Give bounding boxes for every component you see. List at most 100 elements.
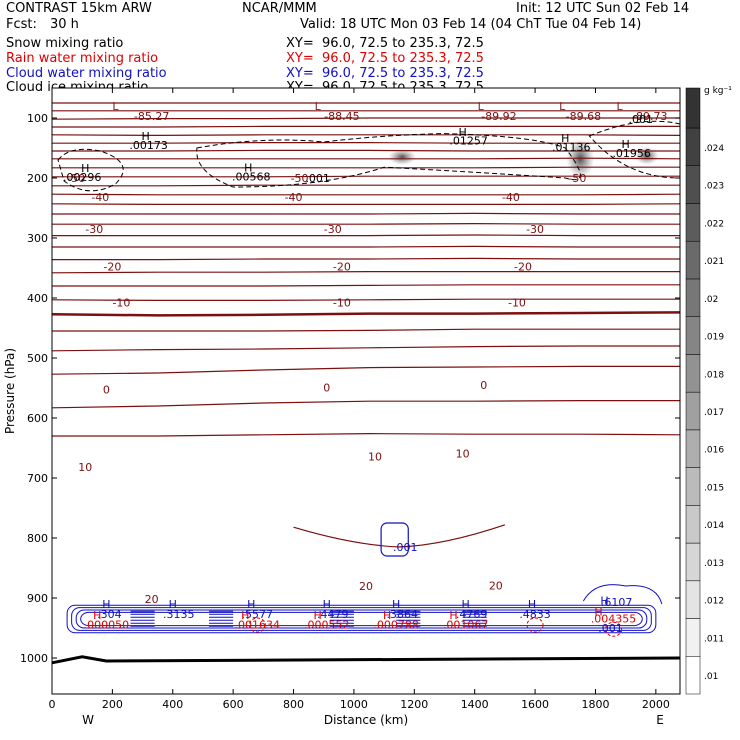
contour-label: H [461,598,469,611]
contour-label: -30 [324,223,342,236]
plot-frame [51,87,681,695]
temperature-contour [52,257,680,261]
contour-label: -40 [91,191,109,204]
colorbar-swatch [685,240,701,280]
temperature-contour [52,125,680,128]
contour-label: H [169,598,177,611]
contour-label: H [622,138,630,151]
contour-label: H [102,598,110,611]
contour-label: -50 [67,172,85,185]
y-tick-label: 200 [27,172,48,185]
colorbar-level-label: .024 [704,144,724,154]
x-end-label-west: W [82,713,94,727]
contour-label: L [617,100,624,113]
contour-label: 0 [103,383,110,396]
contour-label: H [141,130,149,143]
colorbar-swatch [685,127,701,166]
colorbar-level-label: .019 [704,333,724,343]
cloud-water-contour [75,609,648,629]
colorbar-swatch [685,580,701,619]
contour-label: H [241,609,249,622]
contour-label: .6107 [601,596,633,609]
colorbar-swatch [685,87,701,129]
temperature-contour [51,311,681,317]
contour-label: .01257 [449,134,488,147]
temperature-contour [51,400,680,409]
contour-label: H [561,132,569,145]
y-tick-label: 600 [27,412,48,425]
contour-label: -30 [526,223,544,236]
contour-label: -50 [568,172,586,185]
field-name-snow: Snow mixing ratio [6,36,124,51]
x-end-label-east: E [656,713,664,727]
contour-label: -40 [285,191,303,204]
forecast-label: Fcst: [6,17,37,32]
contour-label: .01956 [612,147,651,160]
contour-label: L [315,100,322,113]
temperature-contour [52,149,680,152]
contour-label: .00173 [129,139,168,152]
contour-label: .000788 [373,619,419,632]
colorbar-swatch [685,354,701,393]
colorbar-level-label: .014 [704,521,724,531]
init-time: Init: 12 UTC Sun 02 Feb 14 [516,1,690,16]
colorbar-swatch [685,467,701,506]
temperature-contour [51,365,680,375]
contour-label: -85.27 [134,110,169,123]
temperature-contour [52,432,681,437]
temperature-contour [52,234,680,237]
temperature-contour [52,166,680,169]
x-tick-label: 1200 [400,698,428,711]
field-name-cloud-water: Cloud water mixing ratio [6,66,167,81]
temperature-contour [51,193,681,196]
contour-label: -30 [85,223,103,236]
field-xy-cloud-water: XY= 96.0, 72.5 to 235.3, 72.5 [286,66,484,81]
cloud-water-contour [80,611,643,627]
contour-label: .01136 [552,141,591,154]
contour-label: .304 [97,608,122,621]
valid-time: Valid: 18 UTC Mon 03 Feb 14 (04 ChT Tue … [300,17,642,32]
contour-label: H [600,595,608,608]
temperature-contour [52,184,680,187]
temperature-contour [51,117,680,120]
colorbar-level-label: .016 [704,446,724,456]
y-tick-label: 100 [27,112,48,125]
colorbar-level-label: .018 [704,370,724,380]
contour-label: .00296 [63,171,102,184]
x-tick-label: 600 [223,698,244,711]
cloud-water-contour [380,522,409,557]
cloud-water-contour [582,584,663,605]
colorbar-level-label: .012 [704,597,724,607]
y-tick-label: 400 [27,292,48,305]
contour-label: 0 [323,382,330,395]
contour-label: H [323,598,331,611]
contour-label: .000050 [84,619,130,632]
contour-labels: -85.27 -88.45 -89.92 -89.68 -89.73-50 -50 -50-… [63,100,668,635]
contour-label: .001 [393,541,418,554]
colorbar-swatch [685,391,701,431]
colorbar-level-label: .015 [704,483,724,493]
temperature-contour [293,524,506,548]
contour-label: H [458,126,466,139]
colorbar-level-label: .02 [704,295,718,305]
temperature-contour [52,245,680,248]
contour-label: .3864 [386,608,418,621]
contour-label: .001067 [443,619,489,632]
contour-label: -50 [291,172,309,185]
contour-label: 20 [359,580,373,593]
temperature-contours [51,102,681,665]
contour-label: .001 [305,172,330,185]
colorbar: .01 .011 .012 .013 .014 .015 .016 .017 .018 .019.… [685,86,732,695]
colorbar-level-label: .013 [704,559,724,569]
axes: 0 200 400 600 800 1000 1200 1400 1600 1800 2000100… [3,87,681,727]
field-name-rain: Rain water mixing ratio [6,51,159,66]
cloud-water-contour [71,607,652,631]
contour-label: .001634 [235,619,281,632]
contour-label: -88.45 [324,110,359,123]
colorbar-level-label: .017 [704,408,724,418]
contour-label: 20 [145,593,159,606]
colorbar-level-label: .011 [704,634,724,644]
model-title: CONTRAST 15km ARW [6,1,152,16]
contour-label: 10 [78,461,92,474]
